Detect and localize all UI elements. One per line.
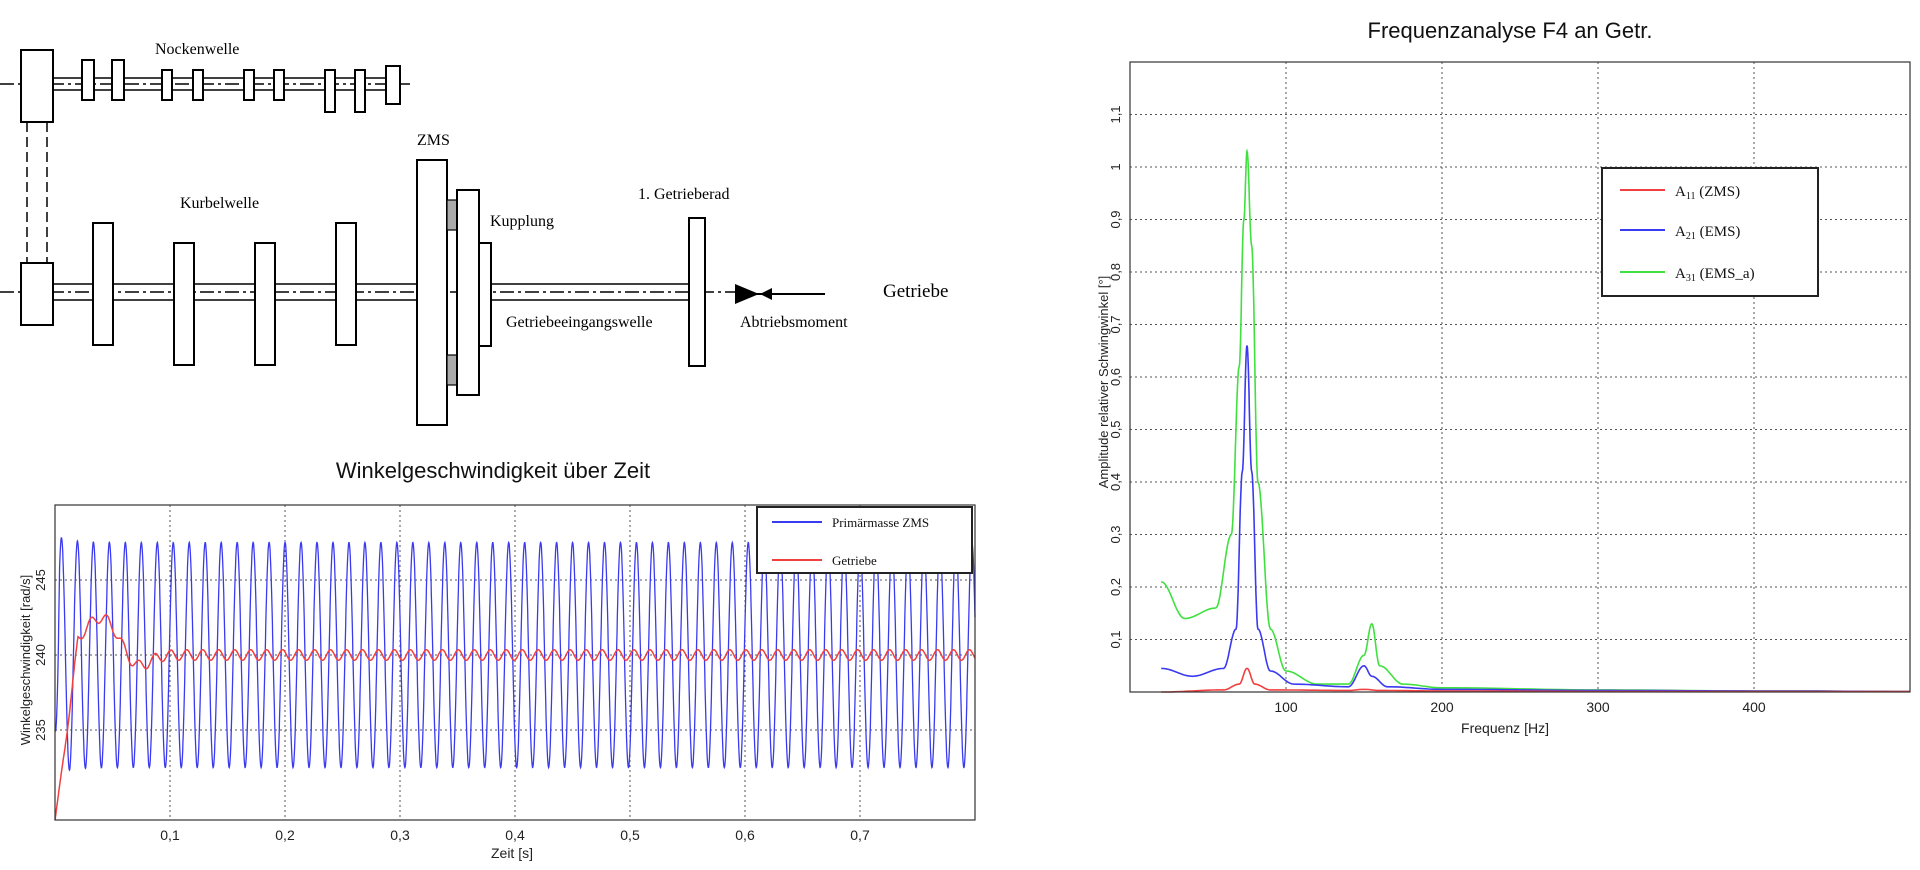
chart1-ytick-label: 235 [33,719,48,741]
cam-lobe [354,69,366,113]
chart2-ytick-label: 0,7 [1108,315,1123,333]
chart1-xtick-label: 0,5 [620,827,640,843]
chart2-legend-a31-sub: 31 [1686,273,1696,284]
chart2-plot-frame [1129,61,1911,693]
chart1-xtick-label: 0,3 [390,827,410,843]
crank-web [92,222,114,346]
chart2-ytick-label: 0,8 [1108,263,1123,281]
chart1-xtick-label: 0,1 [160,827,180,843]
label-getriebe: Getriebe [883,281,948,302]
chart1-plot-frame [54,504,976,821]
angular-velocity-chart: Winkelgeschwindigkeit über Zeit Winkelge… [18,458,976,861]
crank-web [254,242,276,366]
chart2-legend-a21: A21 (EMS) [1675,224,1740,242]
chart2-ytick-label: 0,9 [1108,210,1123,228]
frequency-analysis-chart: Frequenzanalyse F4 an Getr. Amplitude re… [1096,18,1911,736]
chart2-ytick-label: 1 [1108,163,1123,170]
zms-damper [446,354,458,386]
chart1-xtick-label: 0,7 [850,827,870,843]
drivetrain-diagram [0,49,825,426]
crankshaft-pulley [20,262,54,326]
cam-lobe [111,59,125,101]
chart2-xtick-label: 400 [1742,699,1766,715]
cam-lobe [81,59,95,101]
diagram-labels: Nockenwelle Kurbelwelle ZMS Kupplung 1. … [155,41,948,331]
chart2-xtick-label: 200 [1430,699,1454,715]
chart2-legend: A11 (ZMS) A21 (EMS) A31 (EMS_a) [1601,167,1819,297]
chart1-series-getriebe [54,614,976,821]
chart2-ytick-label: 0,4 [1108,473,1123,491]
chart2-legend-a31-main: A [1675,266,1686,282]
chart2-xtick-label: 300 [1586,699,1610,715]
chart2-legend-a31: A31 (EMS_a) [1675,266,1755,284]
clutch-plate [478,242,492,347]
label-kupplung: Kupplung [490,213,554,230]
chart2-ytick-label: 0,1 [1108,630,1123,648]
chart2-legend-a11-sub: 11 [1686,191,1696,202]
chart2-legend-a11: A11 (ZMS) [1675,184,1740,202]
chart2-legend-a21-suffix: (EMS) [1696,224,1741,240]
chart1-xtick-label: 0,2 [275,827,295,843]
first-gear [688,217,706,367]
clutch-disc [456,189,480,396]
chart2-legend-a21-sub: 21 [1686,231,1696,242]
cam-lobe [385,65,401,105]
zms-flywheel [416,159,448,426]
chart1-legend-getriebe: Getriebe [832,553,877,568]
label-abtriebsmoment: Abtriebsmoment [740,314,848,331]
chart2-ytick-label: 0,3 [1108,525,1123,543]
chart2-ytick-label: 1,1 [1108,105,1123,123]
chart2-ytick-label: 0,2 [1108,578,1123,596]
chart2-ytick-label: 0,6 [1108,368,1123,386]
chart2-legend-a31-suffix: (EMS_a) [1696,266,1755,282]
chart1-legend-box [756,506,973,574]
chart2-legend-a11-suffix: (ZMS) [1695,184,1740,200]
chart1-legend-primaermasse: Primärmasse ZMS [832,515,929,530]
chart2-series-a31 [1160,148,1910,693]
cam-lobe [324,69,336,113]
chart2-title: Frequenzanalyse F4 an Getr. [1368,18,1653,43]
cam-lobe [243,69,255,101]
label-getriebeeingangswelle: Getriebeeingangswelle [506,314,653,331]
crank-web [335,222,357,346]
chart1-series-primaermasse [54,536,976,772]
chart2-xtick-label: 100 [1274,699,1298,715]
chart2-xlabel: Frequenz [Hz] [1461,720,1549,736]
chart1-ylabel: Winkelgeschwindigkeit [rad/s] [18,575,33,746]
chart2-legend-a21-main: A [1675,224,1686,240]
label-kurbelwelle: Kurbelwelle [180,195,259,212]
zms-damper [446,199,458,231]
chart1-xlabel: Zeit [s] [491,845,533,861]
chart1-ytick-label: 240 [33,644,48,666]
chart1-ytick-label: 245 [33,569,48,591]
chart1-legend: Primärmasse ZMS Getriebe [756,506,973,574]
chart1-xtick-label: 0,4 [505,827,525,843]
chart2-ytick-label: 0,5 [1108,420,1123,438]
chart1-xtick-label: 0,6 [735,827,755,843]
cam-lobe [273,69,285,101]
label-zms: ZMS [417,132,450,149]
chart2-series-a21 [1161,345,1910,693]
output-torque-arrowhead [760,288,772,300]
chart2-legend-a11-main: A [1675,184,1686,200]
camshaft-pulley [20,49,54,123]
label-nockenwelle: Nockenwelle [155,41,239,58]
label-getrieberad: 1. Getrieberad [638,186,730,203]
chart2-ylabel: Amplitude relativer Schwingwinkel [°] [1096,276,1111,489]
chart1-title: Winkelgeschwindigkeit über Zeit [336,458,650,483]
crank-web [173,242,195,366]
cam-lobe [161,69,173,101]
cam-lobe [192,69,204,101]
